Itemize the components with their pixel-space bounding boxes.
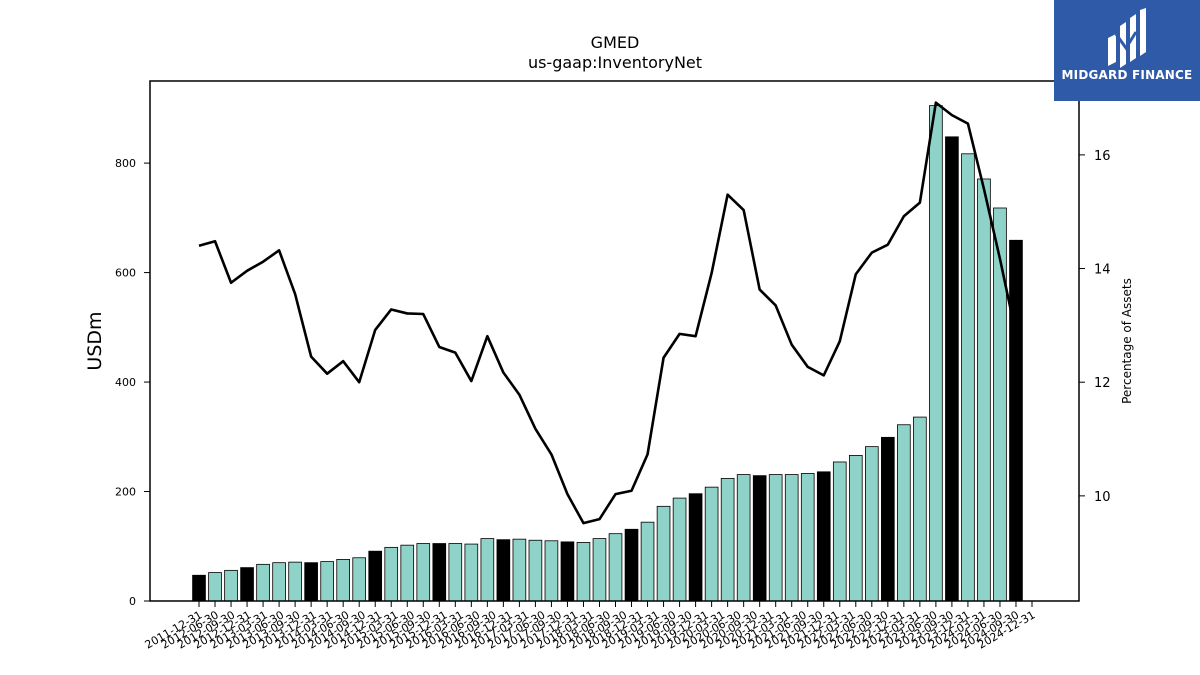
logo-text: MIDGARD FINANCE: [1061, 68, 1193, 82]
bar: [528, 539, 543, 602]
bar: [929, 105, 943, 602]
bar: [496, 539, 511, 602]
bar: [624, 528, 639, 602]
y-tick-label: 800: [115, 157, 136, 170]
x-axis: 2011-12-312012-06-302012-09-302012-12-31…: [143, 601, 1038, 652]
bar: [881, 436, 895, 602]
y-axis-label: USDm: [84, 311, 106, 370]
bar: [224, 569, 238, 602]
y2-tick-label: 14: [1094, 263, 1111, 278]
bar: [848, 454, 863, 602]
chart-title: GMED: [591, 33, 640, 52]
y2-axis-label: Percentage of Assets: [1120, 278, 1134, 404]
plot-frame: [149, 80, 1080, 602]
y-axis: 0 200 400 600 800: [115, 157, 150, 608]
bar: [320, 561, 334, 602]
bar: [512, 538, 527, 602]
chart-subtitle: us-gaap:InventoryNet: [528, 53, 702, 72]
bar: [384, 546, 399, 602]
bar: [336, 559, 350, 602]
bar: [192, 574, 206, 602]
bar: [464, 543, 479, 602]
bar: [704, 486, 719, 602]
bar: [656, 505, 671, 602]
bar: [961, 153, 975, 602]
bar: [560, 541, 575, 602]
bar: [945, 136, 959, 602]
bar: [272, 562, 286, 602]
y-tick-label: 400: [115, 376, 136, 389]
y2-tick-label: 16: [1094, 149, 1111, 164]
bar: [672, 497, 687, 602]
bar: [240, 567, 254, 602]
bar: [368, 550, 383, 602]
y2-tick-label: 10: [1094, 490, 1111, 505]
y-tick-label: 200: [115, 486, 136, 499]
bar: [432, 543, 447, 602]
bar: [913, 416, 927, 602]
brand-logo: MIDGARD FINANCE: [1054, 0, 1200, 101]
bar: [576, 542, 591, 602]
bar: [304, 562, 318, 602]
bar-group: [192, 105, 1023, 602]
bar: [993, 207, 1007, 602]
bar: [688, 493, 703, 602]
bar: [416, 543, 431, 602]
bar: [400, 544, 415, 602]
bar: [352, 557, 366, 602]
bar: [736, 474, 751, 602]
bar: [768, 474, 783, 602]
bar: [448, 543, 463, 602]
bar: [977, 178, 991, 602]
bar: [288, 561, 302, 602]
line-group: [198, 101, 1018, 525]
bar: [752, 475, 767, 602]
logo-mark-icon: [1108, 8, 1146, 68]
bar: [1009, 239, 1023, 602]
y2-tick-label: 12: [1094, 376, 1111, 391]
bar: [865, 446, 879, 602]
bar: [800, 473, 815, 602]
bar: [480, 538, 495, 602]
bar: [784, 474, 799, 602]
bar: [897, 424, 911, 602]
y-tick-label: 0: [129, 595, 136, 608]
bar: [816, 471, 831, 602]
y-tick-label: 600: [115, 267, 136, 280]
bar: [592, 538, 607, 602]
bar: [640, 521, 655, 602]
bar: [720, 477, 735, 602]
series-line: [198, 101, 1018, 525]
bar: [256, 563, 270, 602]
bar: [208, 572, 222, 602]
bar: [608, 533, 623, 602]
bar: [544, 540, 559, 602]
y2-axis: 10 12 14 16: [1079, 149, 1111, 505]
bar: [832, 461, 847, 602]
